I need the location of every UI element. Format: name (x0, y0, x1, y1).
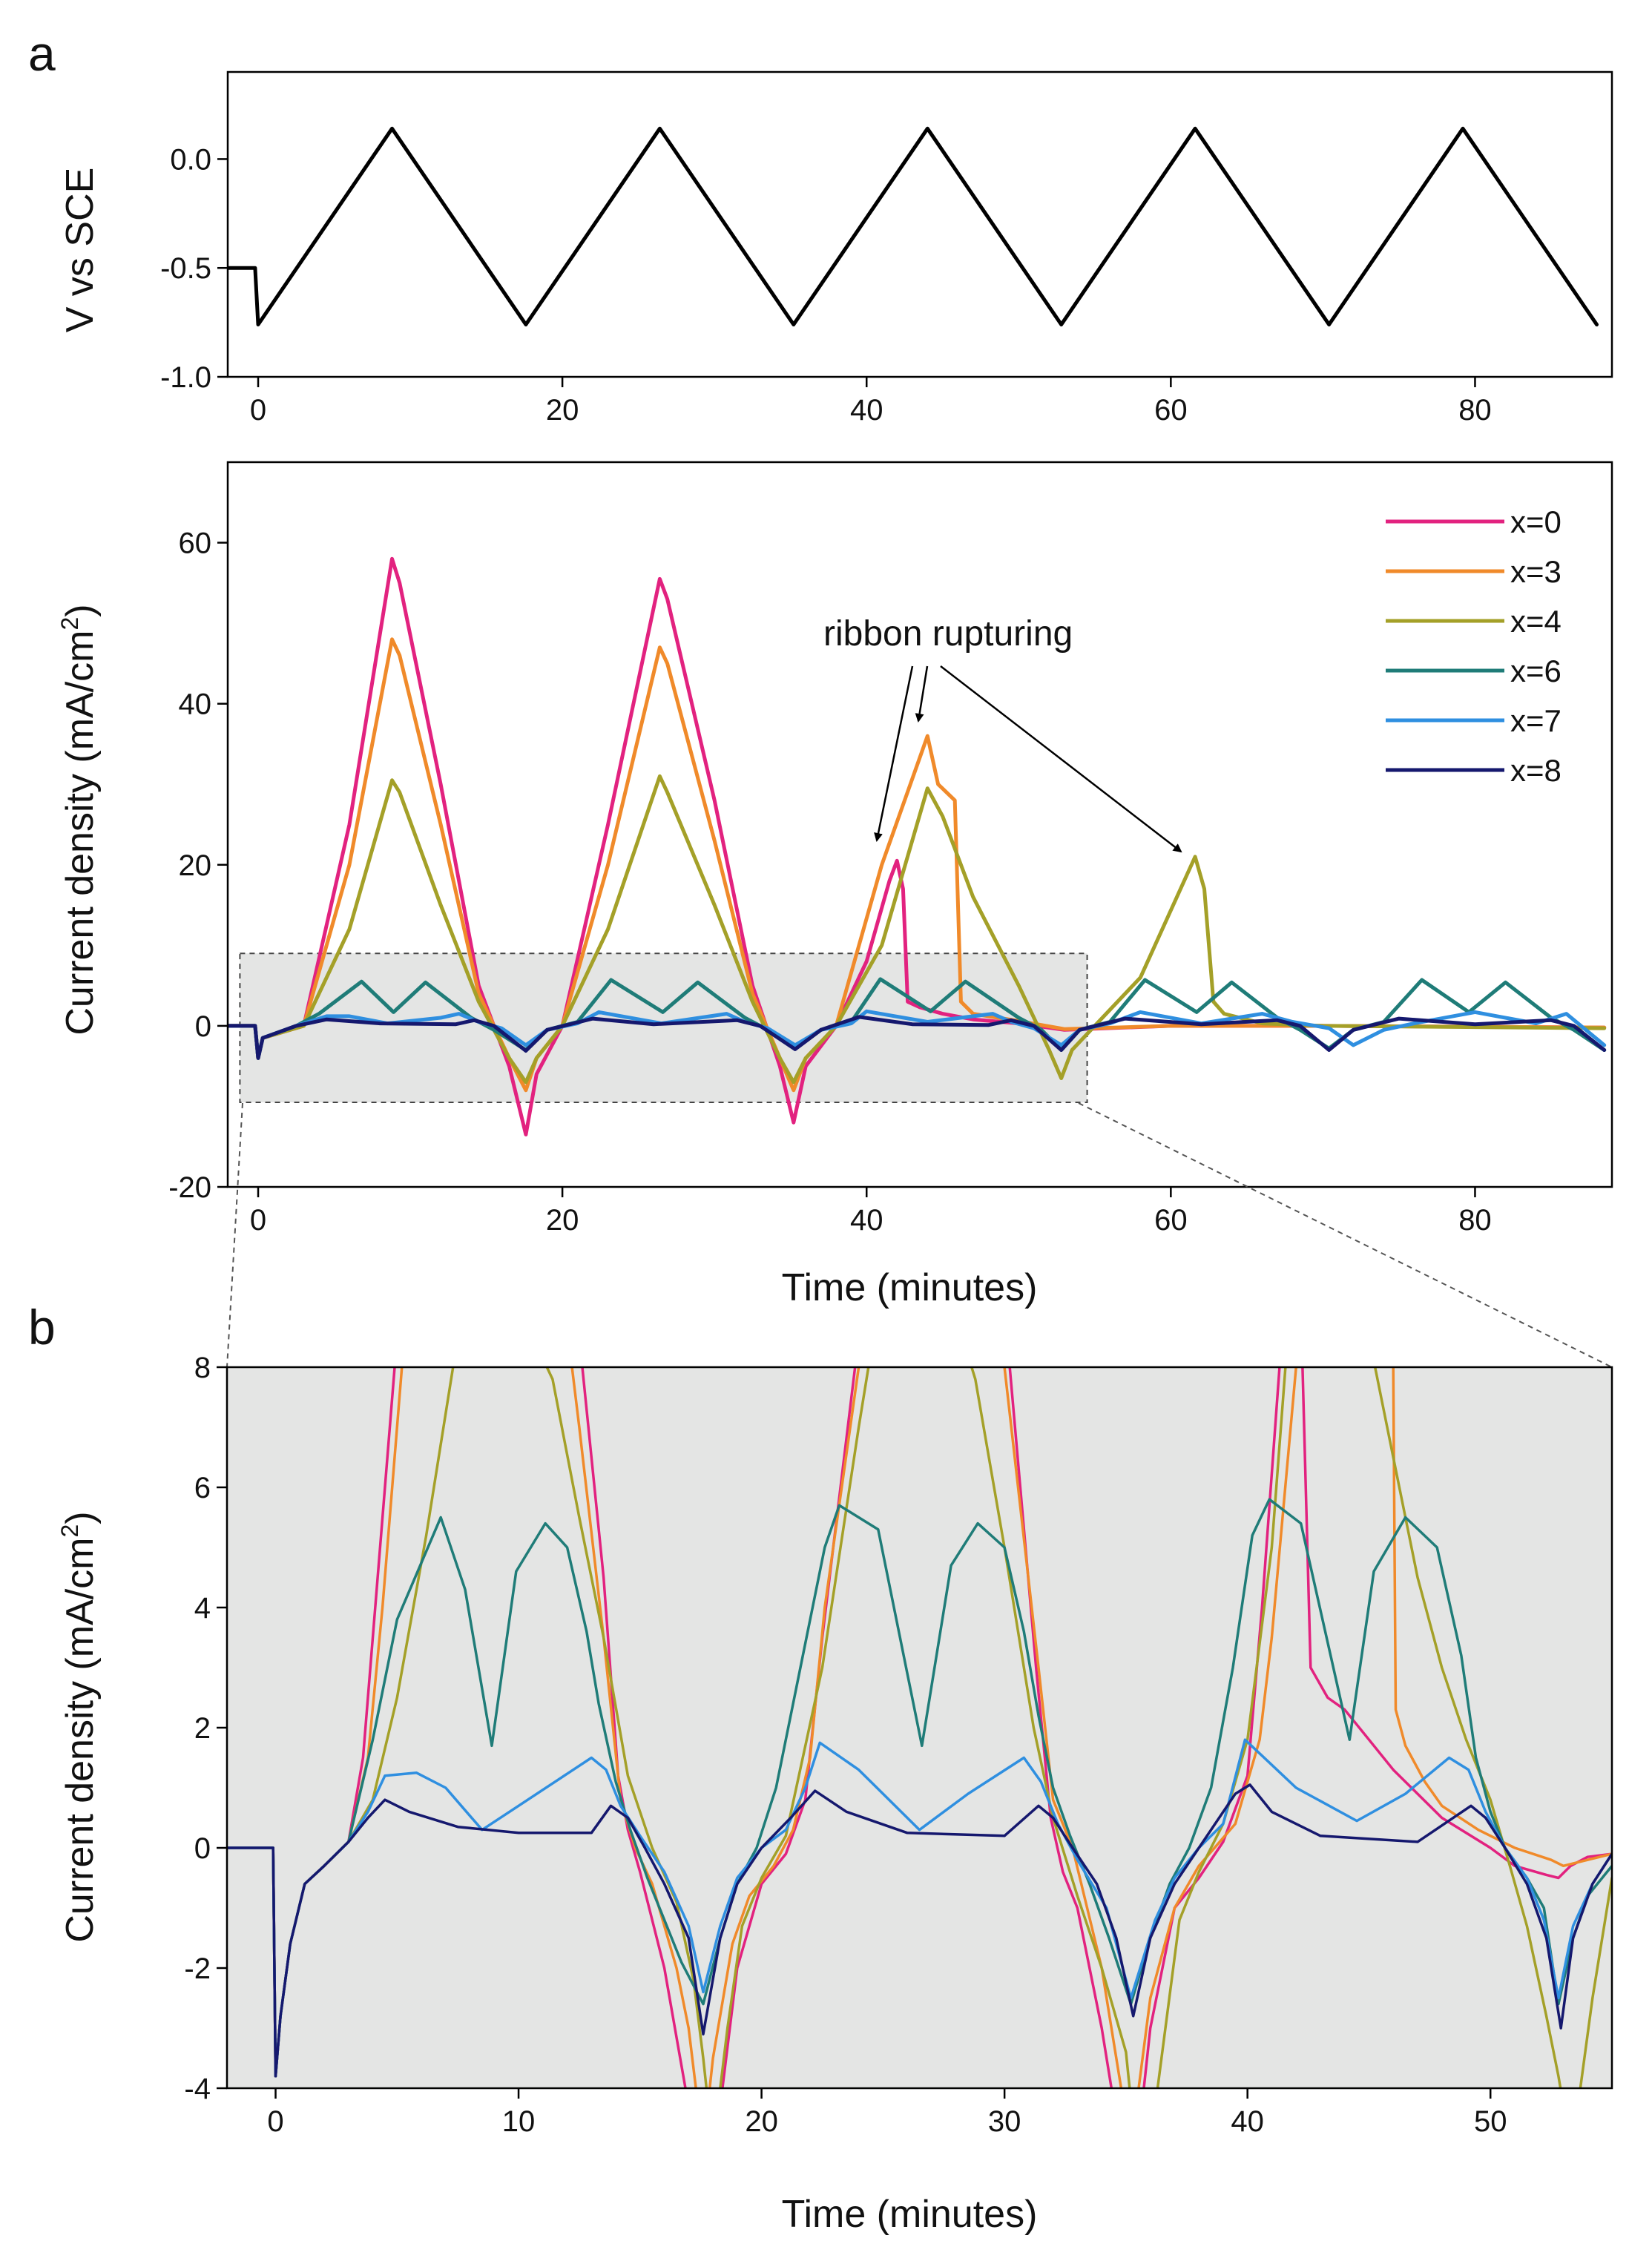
current-zoom-ytick-label: 4 (194, 1592, 211, 1625)
current-full-ytick-label: 60 (179, 527, 212, 560)
voltage-ylabel: V vs SCE (59, 168, 102, 333)
current-full-series-x3 (228, 637, 1607, 1093)
current-zoom-series (227, 1367, 1612, 2088)
legend-label-x4: x=4 (1510, 604, 1561, 639)
voltage-ytick-label: -1.0 (160, 361, 211, 394)
current-full-ylabel-main: Current density (mA/cm (59, 630, 102, 1035)
current-full-xtick-label: 0 (250, 1204, 266, 1237)
current-zoom-yticks: -4 -2 0 2 4 6 8 (184, 1352, 227, 2105)
current-zoom-series-x8 (227, 1783, 1612, 2078)
current-full-ylabel-end: ) (59, 604, 102, 616)
current-full-ytick-label: 40 (179, 688, 212, 721)
current-full-xtick-label: 40 (850, 1204, 883, 1237)
legend-label-x0: x=0 (1510, 504, 1561, 539)
current-full-plot: 0 20 40 60 80 -20 0 20 40 60 Time (minutes) Curr… (56, 461, 1613, 1309)
voltage-plot-yticks: -1.0 -0.5 0.0 (160, 143, 228, 394)
current-zoom-ylabel-sup: 2 (56, 1524, 83, 1538)
voltage-plot-frame (226, 70, 1613, 378)
current-full-xticks: 0 20 40 60 80 (250, 1187, 1492, 1237)
current-full-xlabel: Time (minutes) (782, 1266, 1038, 1309)
legend: x=0 x=3 x=4 x=6 x=7 x=8 (1386, 504, 1561, 788)
voltage-xtick-label: 0 (250, 394, 266, 427)
panel-a-label: a (28, 26, 56, 81)
current-zoom-xtick-label: 40 (1231, 2105, 1264, 2138)
current-zoom-xtick-label: 10 (502, 2105, 536, 2138)
current-full-xtick-label: 60 (1154, 1204, 1188, 1237)
voltage-plot: 0 20 40 60 80 -1.0 -0.5 0.0 V vs SCE (59, 70, 1613, 427)
legend-label-x7: x=7 (1510, 703, 1561, 738)
current-full-ylabel: Current density (mA/cm2) (56, 604, 102, 1035)
current-full-axes-frame (226, 461, 1613, 1188)
zoom-connector-right (1078, 1102, 1613, 1368)
current-zoom-xtick-label: 20 (745, 2105, 778, 2138)
rupture-arrow-x0 (874, 665, 914, 842)
current-full-series-x0 (228, 556, 1607, 1136)
current-zoom-ylabel-main: Current density (mA/cm (59, 1537, 102, 1942)
current-full-xtick-label: 20 (546, 1204, 579, 1237)
current-zoom-series-x4 (227, 1367, 1612, 2088)
current-zoom-ytick-label: 2 (194, 1712, 211, 1745)
current-full-inset-region (239, 952, 1088, 1104)
current-full-series-x8 (228, 1015, 1607, 1060)
current-full-series-x4 (228, 774, 1607, 1085)
current-zoom-ytick-label: -4 (184, 2073, 211, 2105)
voltage-plot-xticks: 0 20 40 60 80 (250, 377, 1492, 427)
current-zoom-xtick-label: 0 (267, 2105, 283, 2138)
current-full-xtick-label: 80 (1458, 1204, 1492, 1237)
current-zoom-ylabel-end: ) (59, 1511, 102, 1524)
voltage-ytick-label: 0.0 (170, 143, 211, 176)
current-zoom-ytick-label: 8 (194, 1352, 211, 1384)
rupture-arrow-x3 (915, 665, 929, 723)
current-zoom-xtick-label: 30 (988, 2105, 1021, 2138)
current-zoom-ylabel: Current density (mA/cm2) (56, 1511, 102, 1942)
zoom-connector-left (226, 1102, 243, 1368)
current-full-ytick-label: 0 (195, 1010, 211, 1043)
current-zoom-xtick-label: 50 (1474, 2105, 1507, 2138)
voltage-xtick-label: 40 (850, 394, 883, 427)
current-full-frame (226, 461, 1613, 1188)
current-zoom-ytick-label: -2 (184, 1952, 211, 1985)
current-full-ylabel-sup: 2 (56, 617, 83, 631)
rupture-arrow-x4 (940, 665, 1182, 853)
voltage-series-V (228, 126, 1599, 326)
current-full-series (228, 556, 1607, 1136)
voltage-axes-frame (226, 70, 1613, 378)
current-zoom-series-x6 (227, 1498, 1612, 2078)
current-zoom-ytick-label: 0 (194, 1832, 211, 1865)
rupture-annotation: ribbon rupturing (823, 614, 1182, 853)
legend-label-x8: x=8 (1510, 753, 1561, 788)
current-full-yticks: -20 0 20 40 60 (168, 527, 228, 1204)
voltage-xtick-label: 20 (546, 394, 579, 427)
voltage-ytick-label: -0.5 (160, 252, 211, 285)
current-zoom-series-x7 (227, 1738, 1612, 2078)
voltage-xtick-label: 60 (1154, 394, 1188, 427)
current-zoom-ytick-label: 6 (194, 1472, 211, 1504)
current-full-ytick-label: 20 (179, 849, 212, 882)
voltage-xtick-label: 80 (1458, 394, 1492, 427)
current-zoom-plot: 0 10 20 30 40 50 -4 -2 0 2 4 6 8 Time (minutes) Cur… (56, 1352, 1613, 2236)
legend-label-x6: x=6 (1510, 654, 1561, 688)
current-zoom-series-x0 (227, 1367, 1612, 2088)
legend-label-x3: x=3 (1510, 554, 1561, 589)
current-full-ytick-label: -20 (168, 1171, 211, 1204)
current-zoom-xticks: 0 10 20 30 40 50 (267, 2088, 1507, 2138)
rupture-annotation-text: ribbon rupturing (823, 614, 1073, 654)
panel-b-label: b (28, 1300, 56, 1355)
voltage-plot-series (228, 126, 1599, 326)
current-zoom-xlabel: Time (minutes) (782, 2193, 1038, 2236)
inset-region-box (239, 952, 1088, 1104)
